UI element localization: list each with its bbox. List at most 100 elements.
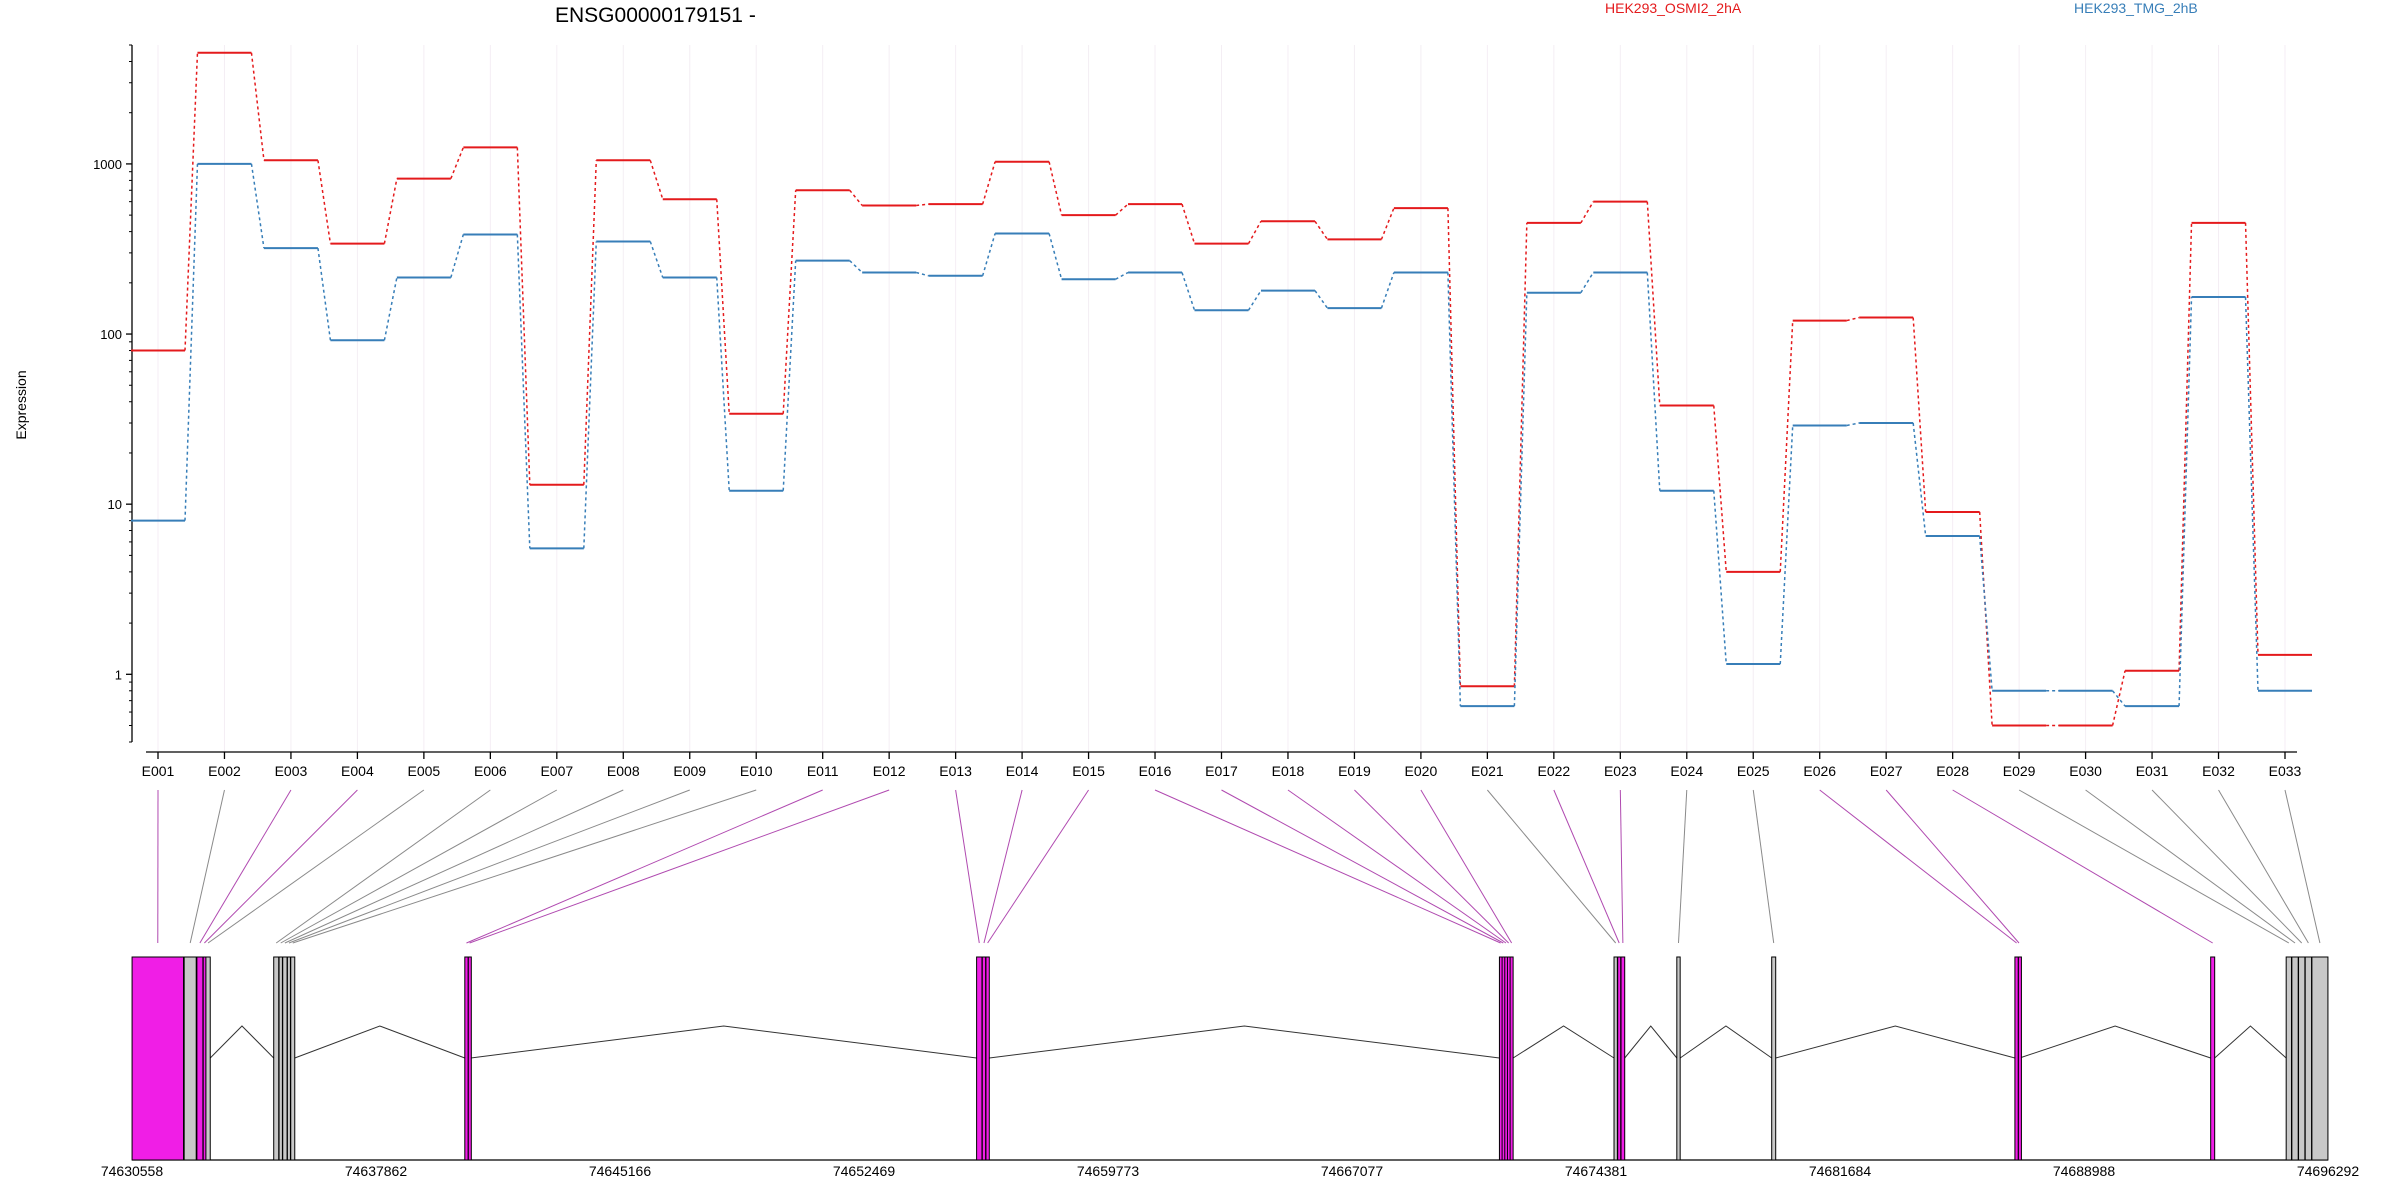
series-connector <box>583 241 598 549</box>
series-connector <box>1912 317 1927 513</box>
series-connector <box>1181 272 1196 311</box>
coordinate-label: 74667077 <box>1321 1163 1384 1179</box>
series-connector <box>916 203 929 207</box>
coordinate-label: 74645166 <box>589 1163 652 1179</box>
x-tick-label-E015: E015 <box>1072 763 1105 779</box>
intron-line <box>989 1025 1500 1059</box>
series-connector <box>1115 271 1129 280</box>
series-connector <box>317 160 332 244</box>
exon-box-E032 <box>2304 956 2313 1161</box>
x-axis: E001 E002 E003 E004 E005 E006 E007 E008 E009 E010… <box>142 751 2302 779</box>
exon-link-E008 <box>284 789 624 944</box>
exon-link-E026 <box>1819 789 2017 944</box>
exon-link-E013 <box>955 789 980 944</box>
x-tick-label-E001: E001 <box>142 763 175 779</box>
x-tick-label-E025: E025 <box>1737 763 1770 779</box>
series-connector <box>1247 220 1262 244</box>
legend-series-b: HEK293_TMG_2hB <box>2074 0 2198 16</box>
exon-link-E021 <box>1486 789 1617 944</box>
exon-link-E017 <box>1221 789 1504 944</box>
intron-line <box>294 1025 465 1059</box>
exon-links <box>157 789 2321 944</box>
coordinate-label: 74652469 <box>833 1163 896 1179</box>
series-connector <box>516 147 531 485</box>
series-a <box>131 51 2312 727</box>
series-connector <box>1646 272 1661 491</box>
series-connector <box>1314 290 1329 309</box>
exon-link-E031 <box>2151 789 2303 944</box>
exon-link-E029 <box>2018 789 2290 944</box>
series-connector <box>782 190 797 414</box>
exon-box-E009 <box>286 956 291 1161</box>
y-axis-label: Expression <box>13 370 29 439</box>
exon-link-E019 <box>1354 789 1509 944</box>
exon-link-E011 <box>466 789 823 944</box>
exon-link-E010 <box>292 789 757 944</box>
series-connector <box>1048 161 1063 216</box>
series-connector <box>2178 222 2193 671</box>
series-connector <box>2244 297 2259 691</box>
exon-box-E029 <box>2285 956 2293 1161</box>
intron-line <box>209 1025 275 1059</box>
intron-line <box>2019 1025 2211 1059</box>
series-connector <box>1912 422 1927 537</box>
series-connector <box>1513 292 1528 707</box>
intron-line <box>1512 1025 1615 1059</box>
exon-link-E015 <box>987 789 1089 944</box>
series-connector <box>915 271 929 277</box>
series-connector <box>1779 320 1794 572</box>
x-tick-label-E009: E009 <box>673 763 706 779</box>
x-tick-label-E007: E007 <box>540 763 573 779</box>
series-connector <box>317 248 332 341</box>
coordinate-label: 74696292 <box>2297 1163 2360 1179</box>
coordinate-label: 74674381 <box>1565 1163 1628 1179</box>
series-connector <box>184 52 199 351</box>
exon-box-E001 <box>131 956 185 1161</box>
exon-box-E012 <box>467 956 472 1161</box>
coordinate-label: 74630558 <box>101 1163 164 1179</box>
series-connector <box>1380 207 1395 240</box>
exon-link-E012 <box>469 789 890 944</box>
intron-line <box>1624 1025 1678 1059</box>
plot-series <box>131 51 2312 727</box>
exon-link-E009 <box>288 789 690 944</box>
x-tick-label-E020: E020 <box>1405 763 1438 779</box>
y-tick-label: 1000 <box>93 157 122 172</box>
series-connector <box>1978 535 1993 691</box>
exon-link-E006 <box>275 789 491 944</box>
x-tick-label-E033: E033 <box>2269 763 2302 779</box>
exon-box-E010 <box>290 956 296 1161</box>
exon-link-E022 <box>1553 789 1620 944</box>
exon-link-E018 <box>1287 789 1507 944</box>
series-connector <box>849 189 863 206</box>
intron-line <box>1775 1025 2016 1059</box>
exon-box-E003 <box>196 956 204 1161</box>
exon-box-E008 <box>282 956 288 1161</box>
exon-link-E027 <box>1885 789 2020 944</box>
exon-box-E007 <box>278 956 283 1161</box>
x-tick-label-E011: E011 <box>807 763 839 779</box>
exon-box-E005 <box>205 956 211 1161</box>
series-connector <box>981 233 996 276</box>
exon-link-E024 <box>1677 789 1688 944</box>
series-connector <box>383 277 398 341</box>
x-tick-label-E021: E021 <box>1471 763 1504 779</box>
x-tick-label-E002: E002 <box>208 763 241 779</box>
x-tick-label-E008: E008 <box>607 763 640 779</box>
exon-box-E030 <box>2291 956 2299 1161</box>
series-connector <box>1447 272 1462 707</box>
coordinate-label: 74637862 <box>345 1163 408 1179</box>
series-connector <box>782 260 797 491</box>
series-connector <box>383 178 398 244</box>
x-tick-label-E023: E023 <box>1604 763 1637 779</box>
series-connector <box>583 160 598 485</box>
exon-link-E030 <box>2085 789 2296 944</box>
series-connector <box>1713 490 1727 665</box>
x-tick-label-E003: E003 <box>275 763 308 779</box>
series-connector <box>250 163 265 249</box>
exon-link-E003 <box>199 789 292 944</box>
series-connector <box>1048 233 1063 280</box>
y-tick-label: 100 <box>100 327 122 342</box>
series-connector <box>450 147 465 179</box>
